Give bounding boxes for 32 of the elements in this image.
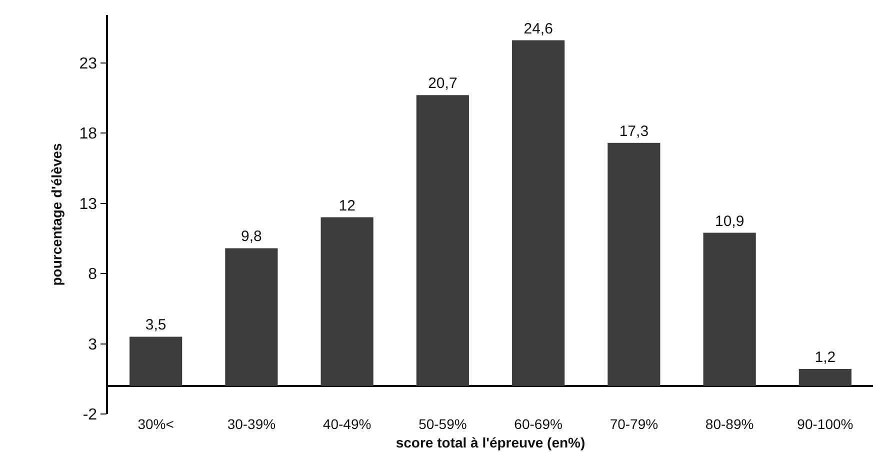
bar <box>320 217 374 386</box>
y-tick-label: 23 <box>79 55 98 72</box>
data-label: 24,6 <box>524 20 553 38</box>
data-label: 10,9 <box>714 212 744 230</box>
data-label: 1,2 <box>814 349 836 366</box>
bar <box>798 369 852 386</box>
x-tick-label: 30-39% <box>227 416 276 432</box>
data-label: 20,7 <box>428 75 458 92</box>
bar <box>703 232 756 386</box>
x-tick-label: 30%< <box>138 416 174 432</box>
x-tick-label: 40-49% <box>322 416 372 432</box>
y-axis-title: pourcentage d'élèves <box>48 142 64 286</box>
bar <box>225 248 278 386</box>
x-tick-label: 70-79% <box>610 416 658 432</box>
y-tick-label: 18 <box>79 126 98 143</box>
data-label: 17,3 <box>619 122 649 140</box>
y-tick-label: 13 <box>79 196 98 213</box>
bar <box>512 40 565 386</box>
bar <box>130 336 182 386</box>
data-label: 9,8 <box>241 228 262 246</box>
y-tick-label: 8 <box>88 266 98 284</box>
x-axis-title: score total à l'épreuve (en%) <box>396 434 586 450</box>
x-tick-label: 50-59% <box>418 416 467 432</box>
y-tick-label: -2 <box>82 406 98 424</box>
x-tick-label: 80-89% <box>705 416 754 432</box>
y-tick-label: 3 <box>88 336 98 354</box>
data-label: 12 <box>338 197 356 214</box>
bar <box>416 95 469 386</box>
data-label: 3,5 <box>145 316 166 334</box>
x-tick-label: 60-69% <box>514 416 562 432</box>
x-tick-label: 90-100% <box>797 416 854 432</box>
bar <box>608 142 660 386</box>
